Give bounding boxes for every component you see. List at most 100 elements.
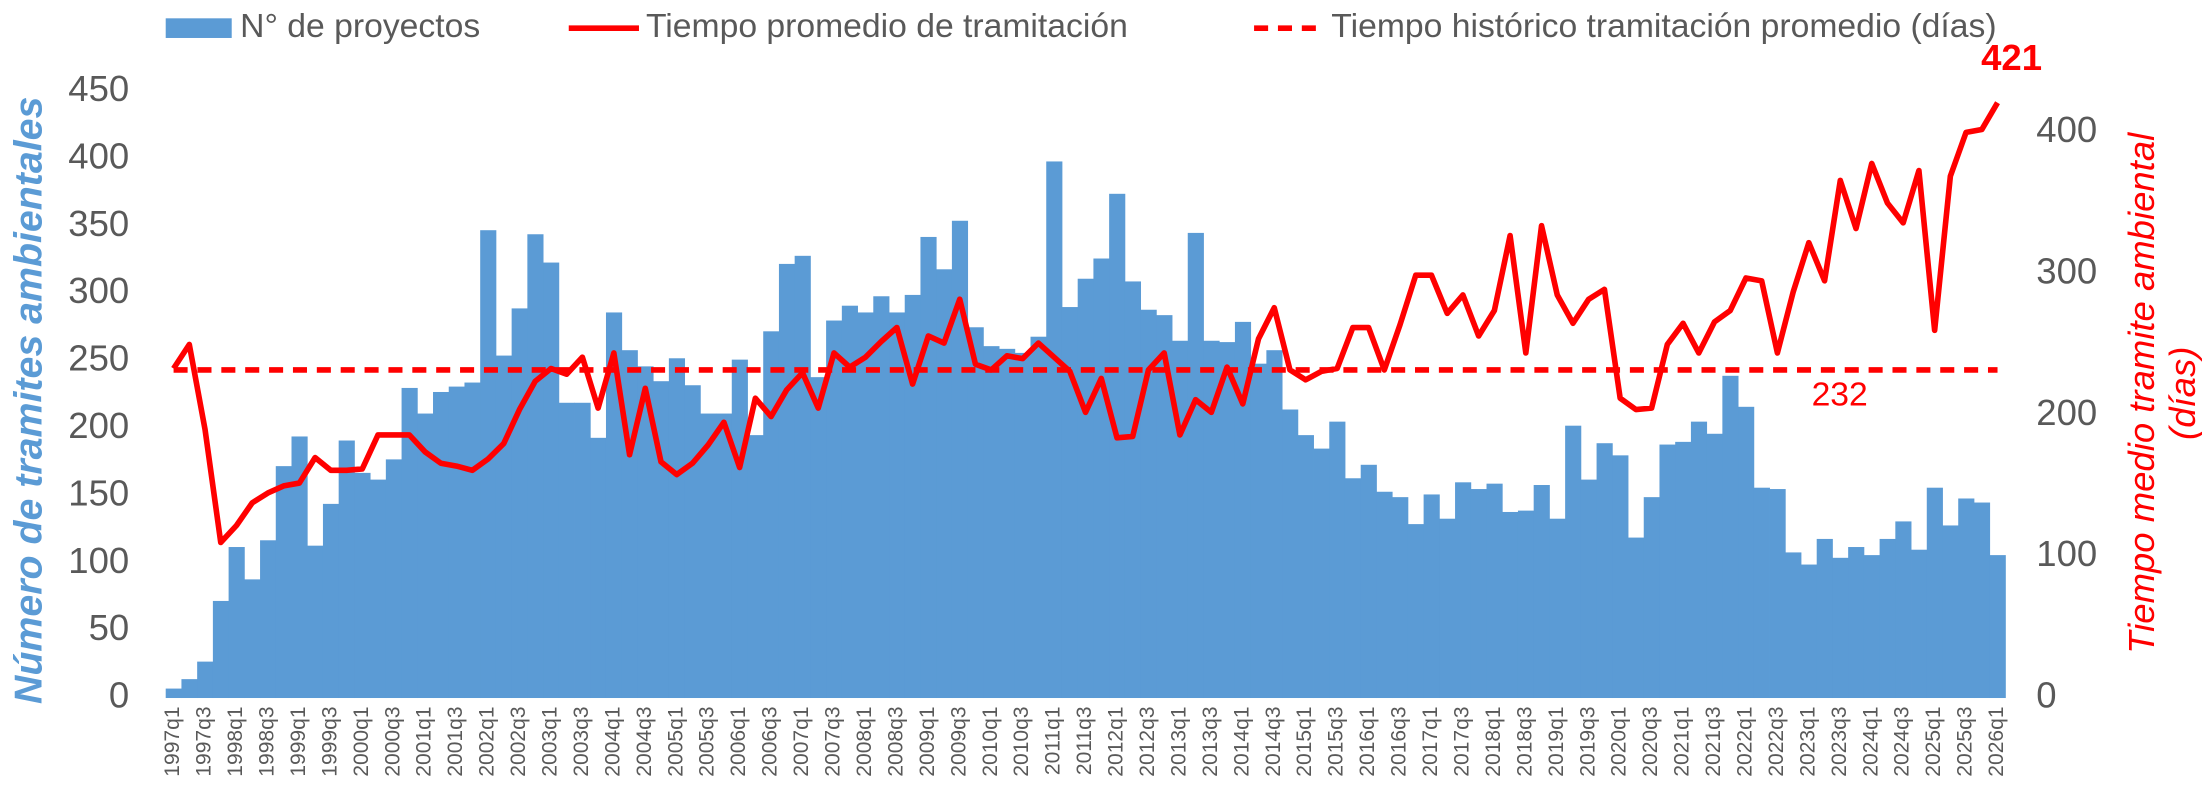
x-tick-label: 2000q1 xyxy=(350,706,373,776)
x-tick-label: 2011q3 xyxy=(1073,706,1096,775)
bar xyxy=(260,540,277,699)
bar xyxy=(1690,421,1708,699)
x-tick-label: 2019q1 xyxy=(1545,706,1568,776)
bar xyxy=(1706,433,1723,699)
bar xyxy=(1313,448,1330,699)
y-axis-label: Número de tramites ambientales xyxy=(6,97,50,704)
bar xyxy=(889,312,906,699)
x-tick-label: 2025q3 xyxy=(1954,706,1977,776)
bar xyxy=(244,579,261,699)
y-tick-label: 250 xyxy=(68,338,129,379)
x-tick-label: 2014q1 xyxy=(1230,706,1253,776)
x-tick-label: 2007q3 xyxy=(822,706,845,776)
x-tick-label: 2022q1 xyxy=(1734,706,1757,776)
legend-label: N° de proyectos xyxy=(240,7,480,45)
y-tick-label: 300 xyxy=(68,270,129,311)
x-tick-label: 2012q3 xyxy=(1136,706,1159,776)
y2-axis-label: Tiempo medio tramite ambiental xyxy=(2121,132,2162,654)
bar xyxy=(999,348,1016,699)
bar xyxy=(1612,455,1629,699)
x-tick-label: 2023q1 xyxy=(1796,706,1819,776)
bar xyxy=(1234,321,1252,699)
x-tick-label: 1998q1 xyxy=(224,706,247,776)
bar xyxy=(574,402,591,699)
x-tick-label: 2026q1 xyxy=(1985,706,2008,776)
bar xyxy=(983,346,1000,699)
bar xyxy=(1061,307,1079,699)
x-tick-label: 2018q3 xyxy=(1513,706,1536,776)
bar xyxy=(1014,352,1031,699)
y2-tick-label: 400 xyxy=(2036,109,2097,150)
bar xyxy=(700,413,717,699)
bar xyxy=(1628,537,1645,699)
bar xyxy=(1926,487,1943,699)
bar xyxy=(1486,483,1503,699)
bar xyxy=(1329,421,1346,699)
bar xyxy=(826,320,843,699)
bar xyxy=(637,366,654,699)
bar xyxy=(1219,342,1236,699)
x-tick-label: 2023q3 xyxy=(1828,706,1851,776)
x-tick-label: 2017q3 xyxy=(1450,706,1473,776)
x-tick-label: 2010q3 xyxy=(1010,706,1033,776)
y-tick-label: 100 xyxy=(68,540,129,581)
y-tick-label: 150 xyxy=(68,472,129,513)
bar xyxy=(228,547,245,699)
bar xyxy=(1203,340,1220,699)
bar xyxy=(1517,510,1535,699)
bar xyxy=(1077,278,1094,699)
y2-tick-label: 0 xyxy=(2036,675,2056,716)
x-tick-label: 1998q3 xyxy=(255,706,278,776)
line xyxy=(171,101,2000,546)
y-tick-label: 450 xyxy=(68,68,129,109)
bar xyxy=(1344,478,1362,699)
bar xyxy=(1549,518,1566,699)
bar xyxy=(1093,258,1110,699)
x-tick-label: 2020q1 xyxy=(1608,706,1631,776)
bar xyxy=(1643,497,1660,699)
x-tick-label: 2013q1 xyxy=(1167,706,1190,776)
x-tick-label: 2009q1 xyxy=(916,706,939,776)
x-tick-label: 2015q3 xyxy=(1325,706,1348,776)
bar xyxy=(1124,281,1142,699)
data-label: 421 xyxy=(1981,37,2042,78)
x-tick-label: 2024q1 xyxy=(1859,706,1882,776)
y2-tick-label: 300 xyxy=(2036,250,2097,291)
bar xyxy=(1140,309,1157,699)
bar xyxy=(417,413,434,699)
bar xyxy=(731,359,748,699)
x-tick-label: 2012q1 xyxy=(1105,706,1128,776)
bar xyxy=(716,413,733,699)
bar xyxy=(448,386,465,699)
bar xyxy=(1266,350,1283,699)
legend-label: Tiempo histórico tramitación promedio (d… xyxy=(1331,7,1996,45)
bar xyxy=(197,661,214,699)
bar xyxy=(1800,564,1818,699)
bar xyxy=(1565,425,1582,699)
bar xyxy=(1187,232,1204,699)
bar xyxy=(1895,521,1912,699)
x-tick-label: 2020q3 xyxy=(1639,706,1662,776)
bar xyxy=(1407,524,1425,699)
x-tick-label: 2003q1 xyxy=(539,706,562,776)
bar xyxy=(433,391,450,699)
bar xyxy=(1769,489,1786,699)
bar xyxy=(338,440,355,699)
x-tick-label: 2006q3 xyxy=(759,706,782,776)
bar xyxy=(1958,498,1975,699)
x-tick-label: 2005q3 xyxy=(696,706,719,776)
bar xyxy=(1911,549,1928,699)
bar xyxy=(275,466,292,699)
bar xyxy=(763,331,780,699)
x-tick-label: 2004q3 xyxy=(633,706,656,776)
x-tick-label: 2002q1 xyxy=(476,706,499,776)
x-tick-label: 2016q1 xyxy=(1356,706,1379,776)
bar xyxy=(212,600,230,699)
bar xyxy=(1470,489,1487,699)
bar xyxy=(873,296,890,699)
x-tick-label: 2009q3 xyxy=(947,706,970,776)
legend-label: Tiempo promedio de tramitación xyxy=(646,7,1128,45)
bar xyxy=(1942,525,1959,699)
x-tick-label: 2004q1 xyxy=(601,706,624,776)
